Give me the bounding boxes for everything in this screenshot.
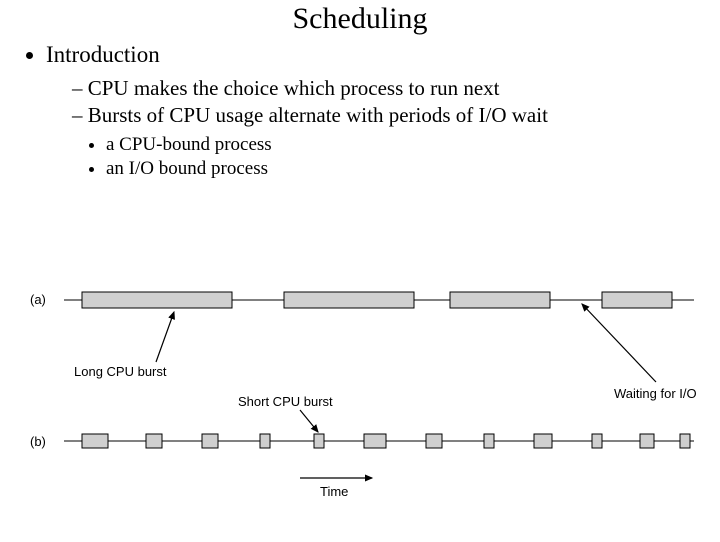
bullet-list-lvl3: a CPU-bound process an I/O bound process xyxy=(72,134,720,180)
bullet-sub3b: an I/O bound process xyxy=(106,158,720,180)
label-time: Time xyxy=(320,484,348,499)
scheduling-diagram: (a) (b) Long CPU burst Waiting for I/O S… xyxy=(26,282,706,512)
bullet-list-lvl2: – CPU makes the choice which process to … xyxy=(46,76,720,180)
label-a: (a) xyxy=(30,292,46,307)
bullet-intro: Introduction – CPU makes the choice whic… xyxy=(46,42,720,180)
bullet-list-lvl1: Introduction – CPU makes the choice whic… xyxy=(0,42,720,180)
bullet-sub3a: a CPU-bound process xyxy=(106,134,720,156)
bullet-sub2-text: Bursts of CPU usage alternate with perio… xyxy=(88,103,548,127)
label-b: (b) xyxy=(30,434,46,449)
page-title: Scheduling xyxy=(0,2,720,36)
bullet-intro-text: Introduction xyxy=(46,42,160,67)
label-long-burst: Long CPU burst xyxy=(74,364,167,379)
diagram-svg xyxy=(26,282,706,512)
label-short-burst: Short CPU burst xyxy=(238,394,333,409)
bullet-sub1-text: CPU makes the choice which process to ru… xyxy=(88,76,500,100)
label-waiting: Waiting for I/O xyxy=(614,386,697,401)
bullet-sub1: – CPU makes the choice which process to … xyxy=(72,76,720,101)
bullet-sub2: – Bursts of CPU usage alternate with per… xyxy=(72,103,720,128)
